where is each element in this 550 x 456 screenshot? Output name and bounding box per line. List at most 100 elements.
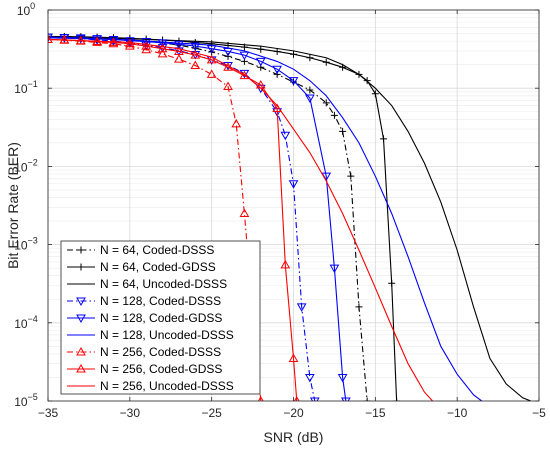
plus-marker	[273, 47, 281, 55]
triangle-up-marker	[174, 46, 184, 55]
y-tick-label: 10−3	[14, 236, 38, 253]
triangle-up-marker	[288, 353, 299, 362]
x-axis-label: SNR (dB)	[264, 429, 324, 445]
y-tick-label: 10−1	[14, 79, 38, 96]
y-tick-label: 10−4	[14, 314, 38, 331]
triangle-down-marker	[76, 314, 86, 324]
triangle-up-marker	[206, 69, 217, 78]
triangle-up-marker	[76, 363, 86, 373]
triangle-down-marker	[141, 38, 152, 47]
legend-item: N = 128, Coded-DSSS	[67, 294, 221, 308]
legend-item: N = 256, Uncoded-DSSS	[67, 379, 234, 393]
triangle-down-marker	[124, 37, 135, 46]
plus-marker	[306, 54, 314, 62]
triangle-up-marker	[260, 421, 268, 428]
triangle-down-marker	[288, 180, 299, 189]
plus-marker	[290, 50, 297, 58]
triangle-up-marker	[223, 81, 233, 91]
plus-marker	[393, 397, 401, 401]
triangle-down-marker	[329, 264, 340, 274]
triangle-down-marker	[174, 40, 184, 50]
triangle-up-marker	[124, 41, 135, 50]
legend-label: N = 128, Coded-DSSS	[100, 294, 221, 308]
triangle-up-marker	[280, 259, 291, 269]
plus-marker	[77, 246, 85, 254]
triangle-down-marker	[272, 65, 282, 75]
plus-marker	[371, 90, 379, 98]
x-tick-label: −25	[201, 406, 222, 420]
x-tick-label: −15	[365, 406, 386, 420]
series-line	[48, 37, 483, 401]
series-9	[48, 38, 434, 401]
plus-marker	[306, 86, 314, 94]
triangle-up-marker	[141, 41, 152, 50]
triangle-down-marker	[157, 39, 168, 48]
series-line	[48, 38, 262, 401]
y-tick-label: 10−5	[14, 392, 38, 409]
plus-marker	[388, 279, 396, 287]
triangle-up-marker	[239, 70, 250, 80]
triangle-down-marker	[341, 397, 351, 401]
triangle-up-marker	[59, 34, 70, 44]
plus-marker	[273, 70, 281, 78]
triangle-up-marker	[257, 395, 264, 401]
triangle-up-marker	[124, 38, 135, 48]
series-line	[48, 38, 434, 401]
legend-item: N = 64, Uncoded-DSSS	[67, 277, 227, 291]
series-layer	[48, 32, 532, 428]
triangle-up-marker	[76, 346, 86, 356]
legend-label: N = 64, Coded-DSSS	[100, 243, 214, 257]
triangle-up-marker	[206, 54, 217, 64]
triangle-up-marker	[231, 118, 242, 128]
triangle-up-marker	[174, 54, 184, 63]
legend-label: N = 256, Coded-GDSS	[100, 362, 222, 376]
triangle-down-marker	[309, 397, 320, 401]
triangle-up-marker	[239, 208, 250, 217]
plus-marker	[363, 397, 371, 401]
triangle-up-marker	[190, 60, 201, 70]
triangle-up-marker	[157, 43, 168, 53]
series-line	[48, 36, 532, 401]
triangle-down-marker	[288, 77, 299, 86]
triangle-down-marker	[296, 303, 307, 312]
legend-item: N = 128, Uncoded-DSSS	[67, 328, 234, 342]
plus-marker	[257, 45, 265, 53]
legend: N = 64, Coded-DSSS N = 64, Coded-GDSS N = …	[60, 240, 261, 395]
triangle-down-marker	[76, 297, 86, 307]
legend-label: N = 64, Uncoded-DSSS	[100, 277, 227, 291]
x-tick-label: −20	[283, 406, 304, 420]
plus-marker	[380, 135, 388, 143]
legend-item: N = 64, Coded-DSSS	[67, 243, 214, 257]
triangle-up-marker	[108, 38, 119, 48]
legend-item: N = 64, Coded-GDSS	[67, 260, 216, 274]
y-tick-label: 10−2	[14, 157, 38, 174]
triangle-down-marker	[280, 131, 291, 141]
legend-label: N = 128, Coded-GDSS	[100, 311, 222, 325]
triangle-down-marker	[305, 373, 315, 383]
legend-label: N = 128, Uncoded-DSSS	[100, 328, 234, 342]
x-tick-label: −35	[38, 406, 59, 420]
triangle-up-marker	[48, 34, 53, 43]
plus-marker	[330, 111, 338, 119]
plus-marker	[77, 263, 85, 271]
plus-marker	[322, 99, 330, 107]
triangle-down-marker	[239, 51, 250, 61]
triangle-up-marker	[190, 50, 201, 59]
legend-item: N = 128, Coded-GDSS	[67, 311, 222, 325]
triangle-down-marker	[190, 42, 201, 52]
plus-marker	[355, 303, 363, 311]
triangle-down-marker	[255, 57, 266, 67]
triangle-up-marker	[157, 48, 168, 58]
legend-item: N = 256, Coded-GDSS	[67, 362, 222, 376]
triangle-up-marker	[293, 395, 300, 401]
plus-marker	[322, 58, 330, 66]
x-tick-label: −10	[447, 406, 468, 420]
legend-label: N = 256, Uncoded-DSSS	[100, 379, 234, 393]
legend-item: N = 256, Coded-DSSS	[67, 345, 221, 359]
plus-marker	[339, 127, 347, 135]
plus-marker	[347, 172, 355, 180]
y-axis-label: Bit Error Rate (BER)	[5, 142, 21, 269]
x-tick-label: −30	[120, 406, 141, 420]
